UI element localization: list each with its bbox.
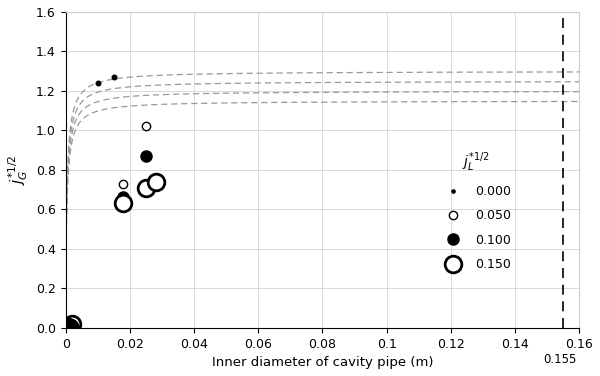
Y-axis label: $j_G^{*1/2}$: $j_G^{*1/2}$ [7,155,31,185]
Legend: 0.000, 0.050, 0.100, 0.150: 0.000, 0.050, 0.100, 0.150 [440,151,511,271]
X-axis label: Inner diameter of cavity pipe (m): Inner diameter of cavity pipe (m) [212,356,433,369]
Text: 0.155: 0.155 [543,353,577,367]
